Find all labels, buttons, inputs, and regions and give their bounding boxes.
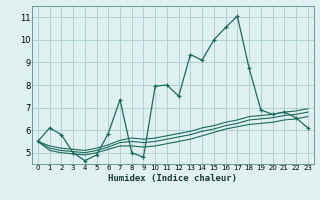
- X-axis label: Humidex (Indice chaleur): Humidex (Indice chaleur): [108, 174, 237, 183]
